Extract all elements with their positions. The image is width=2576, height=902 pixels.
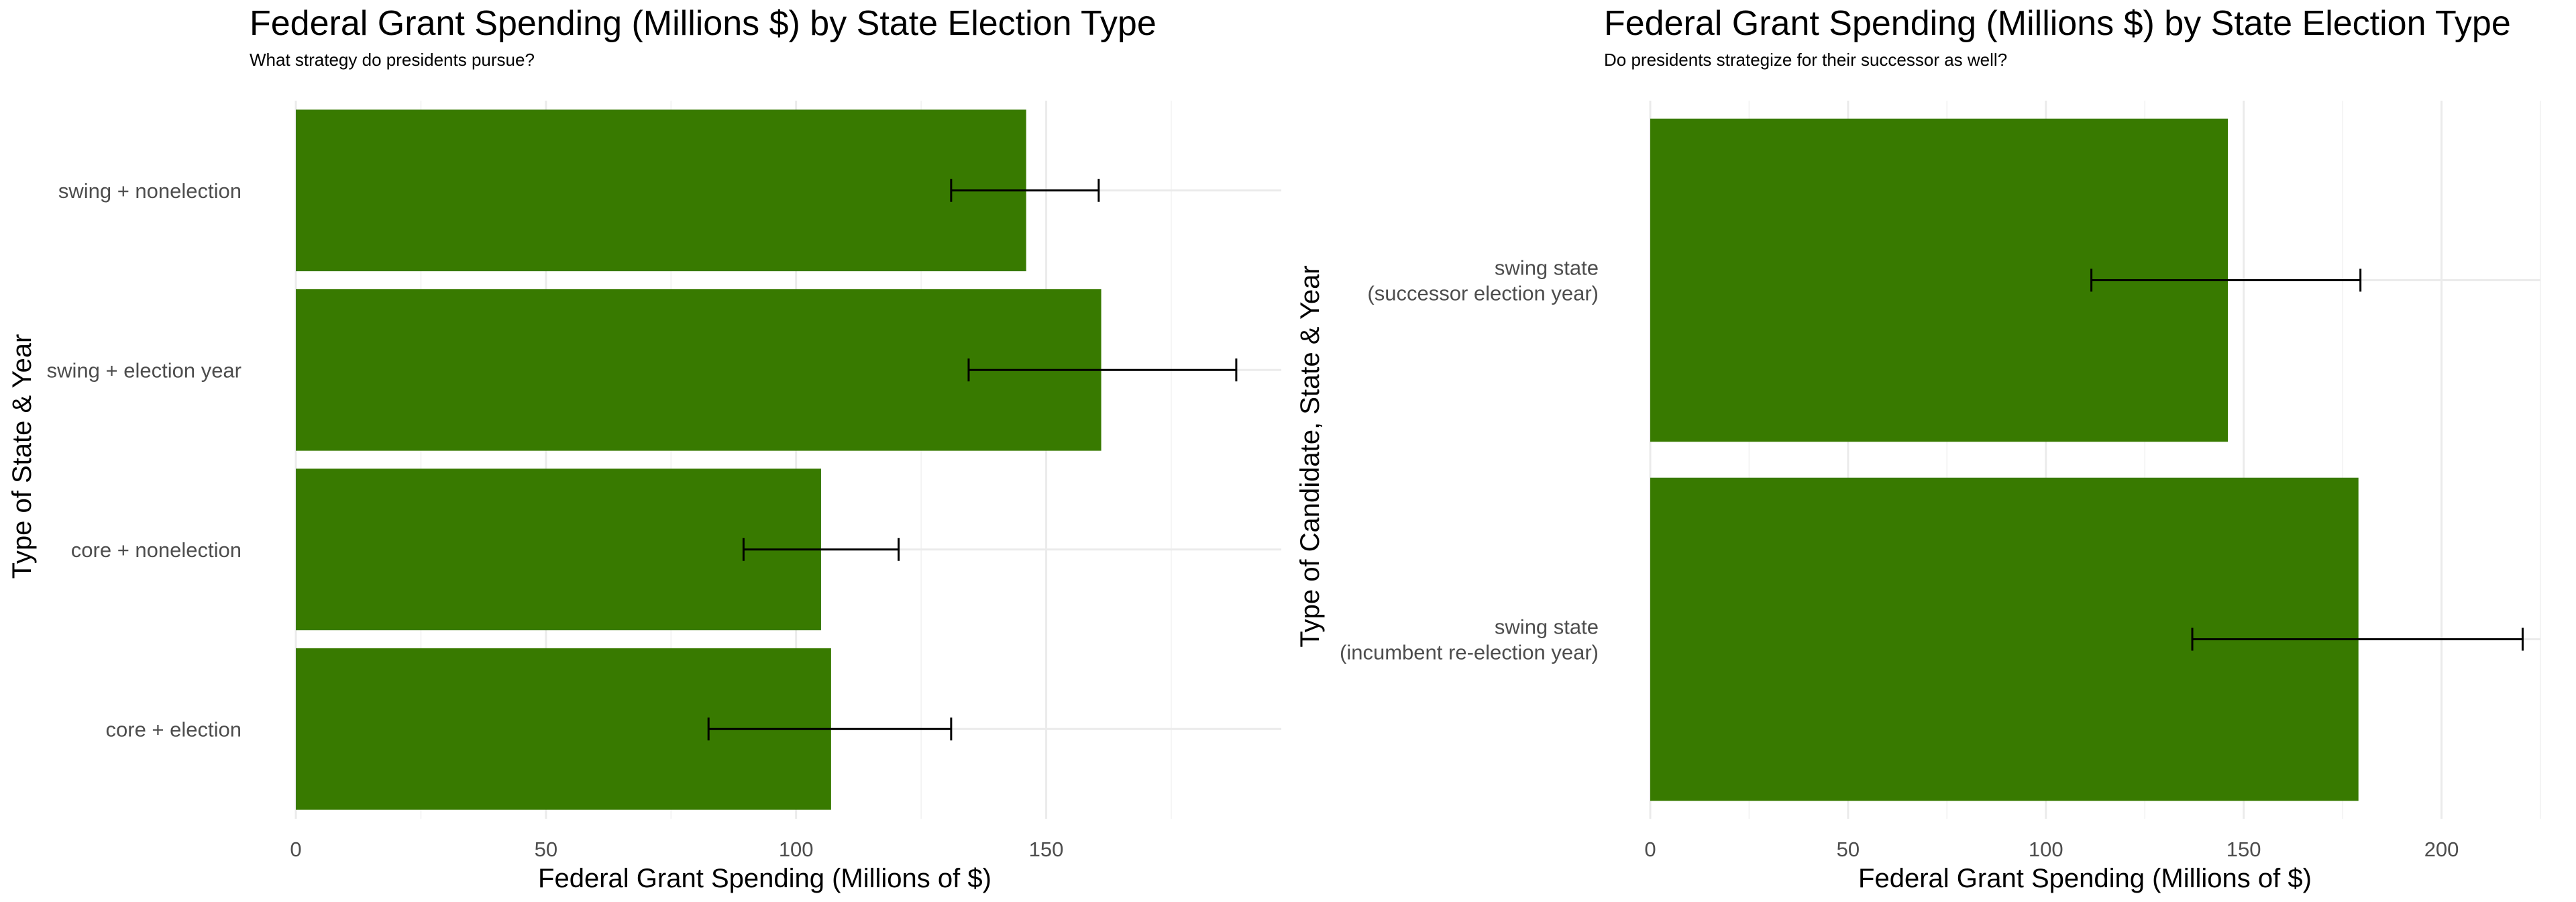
error-bar	[2090, 268, 2362, 292]
bar	[296, 468, 821, 631]
error-bar	[742, 538, 900, 561]
plot-area-2: swing state (successor election year) swin…	[1340, 101, 2541, 861]
y-tick-labels-1: swing + nonelection swing + election year…	[47, 179, 241, 742]
bar	[296, 289, 1102, 451]
x-tick-labels-1: 0 50 100 150	[290, 838, 1063, 861]
y-tick-label: core + nonelection	[71, 538, 241, 562]
x-tick-label: 100	[779, 838, 814, 861]
x-tick-label: 150	[1029, 838, 1064, 861]
plot-area-1: swing + nonelection swing + election year…	[47, 101, 1281, 861]
error-bar	[707, 717, 953, 741]
chart-panel-2: Federal Grant Spending (Millions $) by S…	[1295, 4, 2541, 893]
bars-1	[296, 109, 1102, 810]
y-tick-label: core + election	[106, 717, 241, 741]
x-axis-title-1: Federal Grant Spending (Millions of $)	[538, 864, 991, 893]
error-bars-1	[707, 179, 1238, 741]
chart-title-1: Federal Grant Spending (Millions $) by S…	[250, 4, 1157, 43]
x-tick-label: 200	[2424, 838, 2459, 861]
y-tick-label: swing + election year	[47, 358, 241, 382]
bars-2	[1650, 118, 2359, 801]
y-tick-label: swing state (successor election year)	[1367, 256, 1599, 305]
chart-subtitle-1: What strategy do presidents pursue?	[250, 50, 535, 70]
chart-title-2: Federal Grant Spending (Millions $) by S…	[1604, 4, 2511, 43]
error-bar	[967, 358, 1238, 382]
x-tick-label: 150	[2226, 838, 2261, 861]
x-tick-label: 50	[1837, 838, 1860, 861]
x-axis-title-2: Federal Grant Spending (Millions of $)	[1858, 864, 2312, 893]
x-tick-labels-2: 0 50 100 150 200	[1644, 838, 2459, 861]
x-tick-label: 50	[535, 838, 557, 861]
y-tick-labels-2: swing state (successor election year) swin…	[1340, 256, 1599, 664]
y-tick-label: swing + nonelection	[58, 179, 241, 203]
error-bars-2	[2090, 268, 2524, 651]
y-axis-title-1: Type of State & Year	[7, 334, 37, 579]
error-bar	[950, 179, 1100, 202]
y-tick-label: swing state (incumbent re-election year)	[1340, 615, 1599, 664]
y-axis-title-2: Type of Candidate, State & Year	[1295, 265, 1325, 647]
chart-panel-1: Federal Grant Spending (Millions $) by S…	[7, 4, 1281, 893]
chart-subtitle-2: Do presidents strategize for their succe…	[1604, 50, 2007, 70]
error-bar	[2191, 628, 2524, 651]
bar	[296, 109, 1026, 272]
x-tick-label: 0	[290, 838, 301, 861]
x-tick-label: 100	[2029, 838, 2063, 861]
x-tick-label: 0	[1644, 838, 1656, 861]
